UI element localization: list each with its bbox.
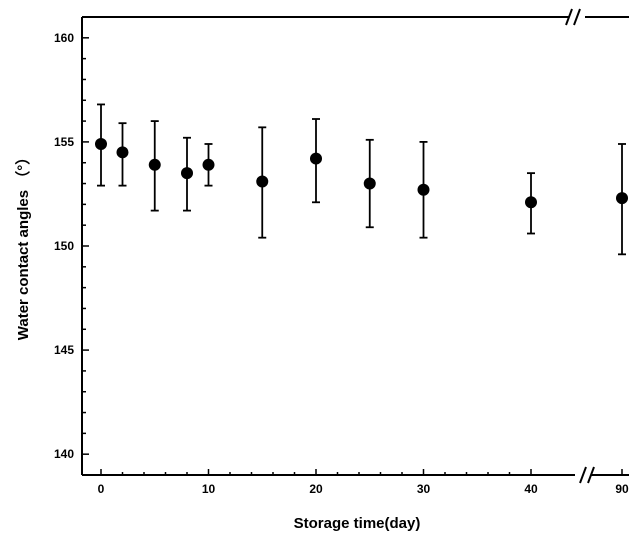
data-point <box>116 146 129 159</box>
x-tick-label: 10 <box>202 482 216 496</box>
y-tick-label: 160 <box>54 31 74 45</box>
x-axis-title: Storage time(day) <box>294 515 421 532</box>
data-point-group <box>363 138 376 229</box>
x-tick-label: 90 <box>615 482 629 496</box>
y-axis-title: Water contact angles （°） <box>14 150 32 340</box>
y-axis-ticks: 140 145 150 155 160 <box>54 31 89 461</box>
x-tick-label: 20 <box>309 482 323 496</box>
data-point-group <box>202 143 215 187</box>
data-point <box>148 158 161 171</box>
x-axis-ticks: 0 10 20 30 40 90 <box>98 469 629 496</box>
data-point <box>95 137 107 150</box>
data-point <box>310 152 322 165</box>
axes <box>81 8 629 484</box>
data-point-group <box>116 122 129 187</box>
y-tick-label: 155 <box>54 135 74 149</box>
data-point-group <box>525 172 537 235</box>
y-tick-label: 145 <box>54 343 74 357</box>
data-point <box>202 158 215 171</box>
data-point <box>363 177 376 190</box>
data-point-group <box>148 120 161 212</box>
x-tick-label: 40 <box>524 482 538 496</box>
data-point <box>525 196 537 209</box>
data-point-group <box>616 143 628 256</box>
data-point-group <box>95 103 107 187</box>
x-tick-label: 30 <box>417 482 431 496</box>
data-point-group <box>256 126 269 239</box>
data-point <box>181 167 193 180</box>
data-point-group <box>310 118 322 204</box>
y-tick-label: 140 <box>54 447 74 461</box>
data-marks <box>95 103 628 256</box>
top-axis-break-mark <box>565 8 573 26</box>
data-point-group <box>181 136 193 212</box>
data-point <box>256 175 269 188</box>
data-point <box>417 183 430 196</box>
data-point <box>616 192 628 205</box>
top-axis-break-mark <box>573 8 581 26</box>
data-point-group <box>417 141 430 239</box>
x-axis-break-mark <box>587 466 595 484</box>
x-tick-label: 0 <box>98 482 105 496</box>
x-axis-break-mark <box>579 466 587 484</box>
y-tick-label: 150 <box>54 239 74 253</box>
